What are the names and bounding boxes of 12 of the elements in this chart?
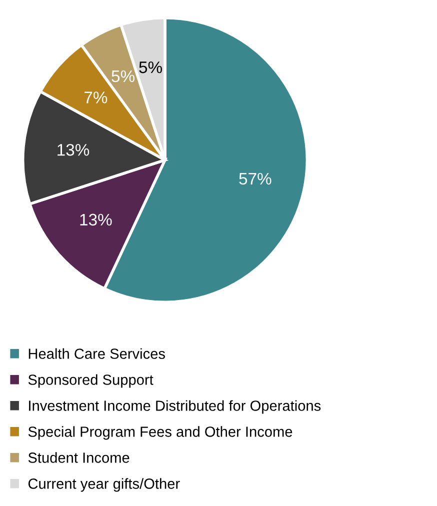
data-label: 13% [80, 214, 112, 226]
legend-label: Investment Income Distributed for Operations [29, 400, 321, 414]
legend-label: Health Care Services [28, 348, 165, 359]
data-label: 13% [58, 144, 90, 156]
data-label: 5% [112, 70, 134, 82]
data-label: 7% [84, 92, 108, 104]
legend-label: Special Program Fees and Other Income [28, 426, 292, 440]
legend-label: Student Income [28, 452, 130, 463]
legend-label: Sponsored Support [28, 374, 154, 388]
data-label: 5% [139, 61, 162, 74]
legend-label: Current year gifts/Other [28, 478, 180, 492]
data-label: 57% [239, 172, 272, 185]
